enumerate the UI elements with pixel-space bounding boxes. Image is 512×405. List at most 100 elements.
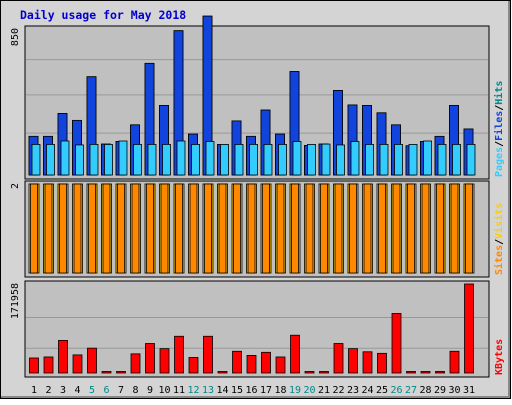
bar-pages-day-27 [408, 144, 418, 176]
bar-kbytes-day-4 [72, 354, 83, 374]
bar-sites-day-1 [30, 183, 38, 274]
x-tick-label-19: 19 [289, 385, 301, 396]
bar-kbytes-day-11 [174, 335, 184, 374]
x-tick-label-13: 13 [202, 385, 214, 396]
bar-pages-day-21 [321, 143, 331, 176]
bar-sites-day-11 [175, 183, 183, 274]
legend-entry-pages: Pages [494, 147, 505, 177]
bar-pages-day-3 [60, 140, 70, 176]
bar-pages-day-29 [437, 144, 447, 176]
bar-kbytes-day-14 [217, 371, 228, 374]
bar-sites-day-15 [233, 183, 241, 274]
bar-pages-day-23 [350, 141, 360, 176]
x-tick-label-22: 22 [332, 385, 344, 396]
bar-sites-day-23 [349, 183, 357, 274]
bar-kbytes-day-8 [130, 353, 141, 374]
bar-sites-day-17 [262, 183, 270, 274]
bar-kbytes-day-29 [435, 371, 445, 374]
bar-kbytes-day-19 [290, 334, 300, 374]
bar-sites-day-13 [204, 183, 212, 274]
bar-sites-day-18 [276, 183, 285, 274]
bar-pages-day-7 [118, 140, 128, 176]
bar-kbytes-day-15 [232, 350, 242, 374]
bar-pages-day-30 [452, 144, 461, 176]
x-tick-label-1: 1 [31, 385, 37, 396]
x-tick-label-25: 25 [376, 385, 388, 396]
bar-kbytes-day-21 [319, 371, 329, 374]
x-tick-label-29: 29 [434, 385, 446, 396]
legend-separator: / [494, 141, 505, 147]
bar-kbytes-day-20 [304, 371, 315, 374]
x-tick-label-12: 12 [187, 385, 199, 396]
bar-sites-day-21 [320, 183, 328, 274]
bar-pages-day-2 [46, 144, 55, 176]
bar-kbytes-day-31 [464, 283, 474, 374]
bar-sites-day-10 [160, 183, 169, 274]
x-axis-day-labels: 1 2 3 4 5 6 7 8 9 10 11 12 13 14 15 16 17 18 19 20 21 22 23 24 2… [31, 385, 475, 396]
bar-pages-day-16 [249, 144, 258, 176]
x-tick-label-6: 6 [103, 385, 109, 396]
bar-sites-day-9 [146, 183, 154, 274]
bar-kbytes-day-16 [246, 355, 257, 374]
bar-pages-day-18 [278, 144, 287, 176]
bar-pages-day-15 [234, 144, 244, 176]
x-tick-label-28: 28 [419, 385, 431, 396]
bar-kbytes-day-9 [145, 343, 155, 374]
bar-pages-day-8 [133, 144, 142, 176]
bar-kbytes-day-13 [203, 335, 213, 374]
bar-pages-day-28 [423, 140, 432, 176]
bar-pages-day-6 [104, 144, 113, 176]
bar-sites-day-2 [44, 183, 53, 274]
x-tick-label-26: 26 [390, 385, 402, 396]
x-tick-label-23: 23 [347, 385, 359, 396]
legend-entry-files: Files [493, 111, 505, 141]
chart-title: Daily usage for May 2018 [20, 8, 186, 22]
x-tick-label-15: 15 [231, 385, 243, 396]
bar-sites-day-24 [363, 183, 372, 274]
y-max-label: 2 [10, 183, 21, 189]
bar-pages-day-14 [220, 144, 229, 176]
x-tick-label-8: 8 [132, 385, 138, 396]
bar-sites-day-12 [189, 183, 198, 274]
legend-entry-kbytes: KBytes [494, 339, 505, 375]
legend-entry-hits: Hits [493, 81, 505, 105]
bar-sites-day-19 [291, 183, 299, 274]
bar-kbytes-day-12 [188, 357, 199, 374]
bar-pages-day-10 [162, 144, 171, 176]
bar-sites-day-3 [59, 183, 67, 274]
bar-kbytes-day-26 [391, 313, 402, 374]
legend-entry-sites: Sites [493, 245, 505, 275]
x-tick-label-7: 7 [118, 385, 124, 396]
legend-entry-visits: Visits [493, 203, 505, 239]
bar-sites-day-8 [131, 183, 140, 274]
bar-kbytes-day-18 [275, 356, 286, 374]
bar-sites-day-16 [247, 183, 256, 274]
bar-pages-day-31 [466, 144, 476, 176]
bar-kbytes-day-28 [420, 371, 431, 374]
bar-sites-day-28 [421, 183, 430, 274]
bar-kbytes-day-24 [362, 351, 373, 374]
legend-visits-sites: Sites/Visits [493, 203, 505, 275]
bar-pages-day-20 [307, 144, 316, 176]
plot-area-kbytes [24, 280, 490, 378]
bar-kbytes-day-3 [58, 339, 68, 374]
x-tick-label-17: 17 [260, 385, 272, 396]
bar-pages-day-5 [89, 144, 99, 176]
panels-layer: 850Pages/Files/Hits2Sites/Visits171958KB… [10, 15, 505, 378]
bar-pages-day-26 [394, 144, 403, 176]
bar-pages-day-1 [31, 144, 41, 176]
bar-sites-day-20 [305, 183, 314, 274]
panel-visits-sites: 2 Sites/Visits [10, 180, 505, 278]
x-tick-label-9: 9 [147, 385, 153, 396]
bar-sites-day-26 [392, 183, 401, 274]
x-tick-label-10: 10 [158, 385, 170, 396]
x-tick-label-18: 18 [274, 385, 286, 396]
bar-pages-day-9 [147, 144, 157, 176]
x-tick-label-2: 2 [45, 385, 51, 396]
bar-kbytes-day-25 [377, 352, 387, 374]
bar-kbytes-day-10 [159, 348, 170, 374]
bar-pages-day-22 [336, 144, 345, 176]
x-tick-label-11: 11 [173, 385, 185, 396]
